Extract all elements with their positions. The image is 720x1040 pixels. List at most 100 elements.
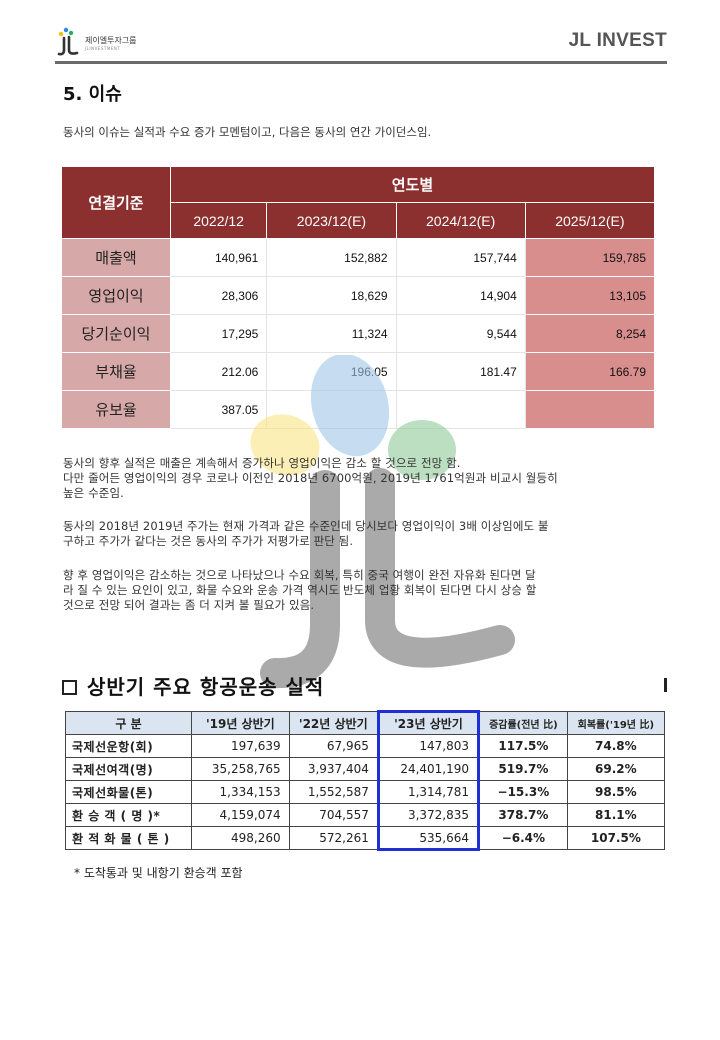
- text-line: 동사의 2018년 2019년 주가는 현재 가격과 같은 수준인데 당시보다 …: [63, 519, 549, 533]
- row-label: 매출액: [61, 238, 171, 277]
- table-cell: 35,258,765: [191, 757, 290, 781]
- brand-name: JL INVEST: [568, 30, 667, 51]
- air-title-text: 상반기 주요 항공운송 실적: [87, 675, 325, 699]
- table-cell-highlight: 159,785: [524, 238, 656, 277]
- table-cell: 69.2%: [566, 757, 666, 781]
- air-transport-table: 구 분 '19년 상반기 '22년 상반기 '23년 상반기 증감률(전년 比)…: [65, 710, 666, 851]
- text-line: 동사의 향후 실적은 매출은 계속해서 증가하나 영업이익은 감소 할 것으로 …: [63, 456, 461, 470]
- table-row: 환 적 화 물 ( 톤 ) 498,260 572,261 535,664 −6…: [65, 826, 666, 851]
- table-cell: 74.8%: [566, 734, 666, 758]
- table-cell: 14,904: [395, 276, 526, 315]
- table-cell: 387.05: [169, 390, 268, 429]
- table-row: 환 승 객 ( 명 )* 4,159,074 704,557 3,372,835…: [65, 803, 666, 827]
- table-cell: 3,937,404: [288, 757, 379, 781]
- text-line: 것으로 전망 되어 결과는 좀 더 지켜 볼 필요가 있음.: [63, 598, 315, 612]
- table-cell: 140,961: [169, 238, 268, 277]
- row-label: 당기순이익: [61, 314, 171, 353]
- table-cell-highlight: 3,372,835: [376, 803, 481, 827]
- air-header: 증감률(전년 比): [478, 711, 568, 735]
- table-cell: 212.06: [169, 352, 268, 391]
- air-header: '22년 상반기: [288, 711, 379, 735]
- table-cell: 18,629: [266, 276, 397, 315]
- table-cell: 4,159,074: [191, 803, 290, 827]
- table-footnote: * 도착통과 및 내항기 환승객 포함: [74, 866, 243, 880]
- year-header: 2024/12(E): [395, 202, 526, 239]
- table-cell: 197,639: [191, 734, 290, 758]
- table-cell: −6.4%: [478, 826, 568, 850]
- table-cell: 157,744: [395, 238, 526, 277]
- intro-text: 동사의 이슈는 실적과 수요 증가 모멘텀이고, 다음은 동사의 연간 가이던스…: [63, 125, 432, 139]
- table-cell-highlight: 166.79: [524, 352, 656, 391]
- table-cell: −15.3%: [478, 780, 568, 804]
- air-section-title: 상반기 주요 항공운송 실적: [62, 671, 324, 700]
- air-header: 회복률('19년 比): [566, 711, 666, 735]
- text-line: 향 후 영업이익은 감소하는 것으로 나타났으나 수요 회복, 특히 중국 여행…: [63, 568, 536, 582]
- table-row: 영업이익 28,306 18,629 14,904 13,105: [61, 276, 656, 315]
- table-cell: 196.05: [266, 352, 397, 391]
- table-cell: [395, 390, 526, 429]
- table-row: 매출액 140,961 152,882 157,744 159,785: [61, 238, 656, 277]
- table-cell: 498,260: [191, 826, 290, 850]
- row-label: 영업이익: [61, 276, 171, 315]
- checkbox-square-icon: [62, 680, 77, 695]
- table-cell: 1,334,153: [191, 780, 290, 804]
- financial-guidance-table: 연결기준 연도별 2022/12 2023/12(E) 2024/12(E) 2…: [61, 166, 656, 429]
- row-label: 유보율: [61, 390, 171, 429]
- table-cell: [266, 390, 397, 429]
- table-cell-highlight: 24,401,190: [376, 757, 481, 781]
- air-header: '19년 상반기: [191, 711, 290, 735]
- table-header-row: 연결기준 연도별: [61, 166, 655, 239]
- table-cell: 117.5%: [478, 734, 568, 758]
- year-header: 2022/12: [169, 202, 268, 239]
- edge-mark: [664, 678, 667, 692]
- table-cell-highlight: 535,664: [376, 826, 481, 851]
- outlook-paragraph: 동사의 향후 실적은 매출은 계속해서 증가하나 영업이익은 감소 할 것으로 …: [63, 456, 653, 501]
- row-label: 국제선여객(명): [65, 757, 192, 781]
- table-cell: 519.7%: [478, 757, 568, 781]
- row-label: 국제선운항(회): [65, 734, 192, 758]
- table-cell: 9,544: [395, 314, 526, 353]
- table-cell: 17,295: [169, 314, 268, 353]
- table-row: 국제선운항(회) 197,639 67,965 147,803 117.5% 7…: [65, 734, 666, 758]
- table-cell: 572,261: [288, 826, 379, 850]
- table-cell: 152,882: [266, 238, 397, 277]
- table-row: 국제선화물(톤) 1,334,153 1,552,587 1,314,781 −…: [65, 780, 666, 804]
- table-row: 당기순이익 17,295 11,324 9,544 8,254: [61, 314, 656, 353]
- company-logo: 제이엘투자그룹 JLINVESTMENT: [55, 26, 145, 58]
- table-cell: 1,552,587: [288, 780, 379, 804]
- table-cell: 98.5%: [566, 780, 666, 804]
- air-header-highlight: '23년 상반기: [376, 710, 481, 735]
- air-header: 구 분: [65, 711, 192, 735]
- section-title: 5. 이슈: [63, 84, 122, 105]
- table-cell-highlight: [524, 390, 656, 429]
- table-cell-highlight: 8,254: [524, 314, 656, 353]
- table-cell: 378.7%: [478, 803, 568, 827]
- table-cell-highlight: 13,105: [524, 276, 656, 315]
- table-cell: 704,557: [288, 803, 379, 827]
- page-header: 제이엘투자그룹 JLINVESTMENT JL INVEST: [55, 24, 667, 64]
- table-row: 부채율 212.06 196.05 181.47 166.79: [61, 352, 656, 391]
- table-cell: 11,324: [266, 314, 397, 353]
- logo-text: 제이엘투자그룹: [85, 36, 137, 45]
- row-label: 국제선화물(톤): [65, 780, 192, 804]
- air-header-row: 구 분 '19년 상반기 '22년 상반기 '23년 상반기 증감률(전년 比)…: [65, 710, 666, 735]
- row-label: 환 승 객 ( 명 )*: [65, 803, 192, 827]
- table-cell: 28,306: [169, 276, 268, 315]
- jl-logo-icon: [57, 27, 79, 56]
- table-cell: 181.47: [395, 352, 526, 391]
- table-cell-highlight: 147,803: [376, 734, 481, 758]
- row-label: 부채율: [61, 352, 171, 391]
- corner-label: 연결기준: [61, 166, 171, 239]
- text-line: 구하고 주가가 같다는 것은 동사의 주가가 저평가로 판단 됨.: [63, 534, 354, 548]
- table-row: 국제선여객(명) 35,258,765 3,937,404 24,401,190…: [65, 757, 666, 781]
- forecast-paragraph: 향 후 영업이익은 감소하는 것으로 나타났으나 수요 회복, 특히 중국 여행…: [63, 568, 653, 613]
- text-line: 높은 수준임.: [63, 486, 124, 500]
- valuation-paragraph: 동사의 2018년 2019년 주가는 현재 가격과 같은 수준인데 당시보다 …: [63, 519, 653, 549]
- text-line: 라 질 수 있는 요인이 있고, 화물 수요와 운송 가격 역시도 반도체 업황…: [63, 583, 537, 597]
- logo-subtext: JLINVESTMENT: [85, 46, 121, 51]
- row-label: 환 적 화 물 ( 톤 ): [65, 826, 192, 850]
- table-row: 유보율 387.05: [61, 390, 656, 429]
- table-cell-highlight: 1,314,781: [376, 780, 481, 804]
- table-cell: 81.1%: [566, 803, 666, 827]
- table-cell: 107.5%: [566, 826, 666, 850]
